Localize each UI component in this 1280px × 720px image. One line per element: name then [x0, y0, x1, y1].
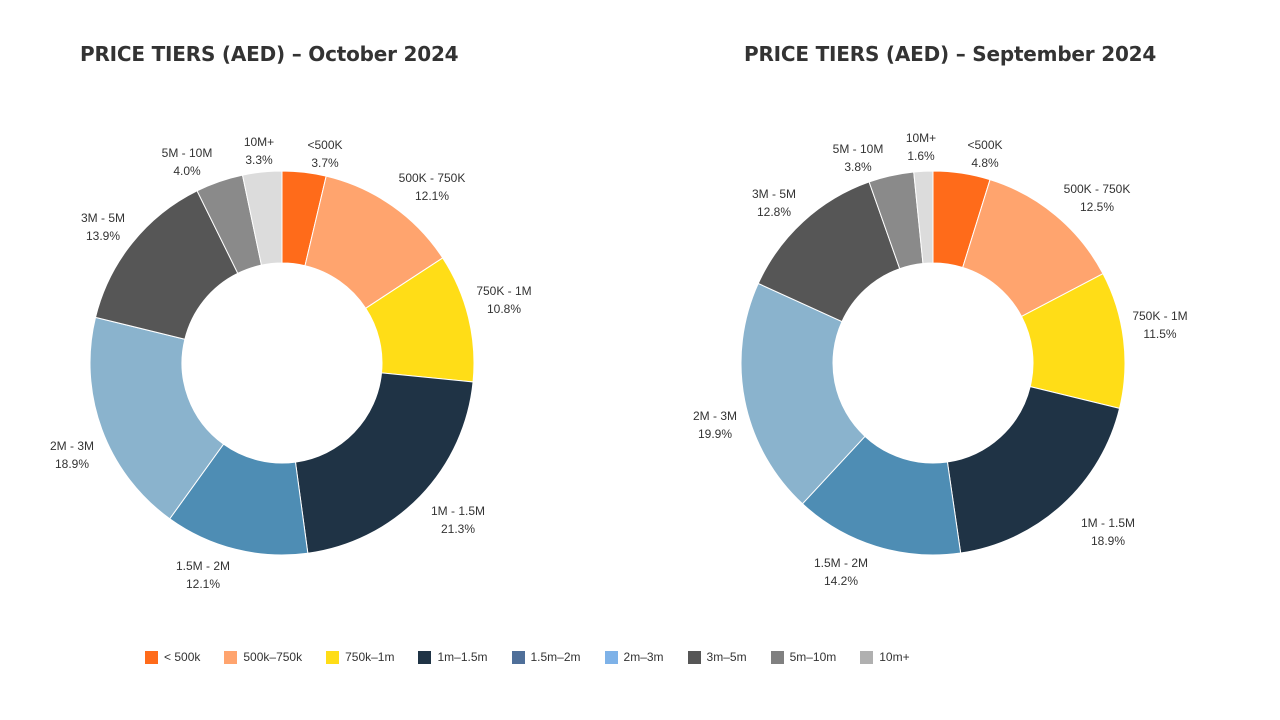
slice-label-september-7: 5M - 10M 3.8%	[833, 142, 884, 174]
legend: < 500k 500k–750k 750k–1m 1m–1.5m 1.5m–2m 2m–3…	[145, 650, 934, 664]
slice-label-september-4: 1.5M - 2M 14.2%	[814, 556, 868, 588]
legend-item-8[interactable]: 10m+	[860, 650, 910, 664]
donut-charts: <500K 3.7% 500K - 750K 12.1% 750K - 1M 10.8% 1…	[50, 131, 1188, 591]
legend-swatch	[860, 650, 874, 664]
legend-label: 3m–5m	[706, 650, 747, 664]
legend-item-0[interactable]: < 500k	[145, 650, 200, 664]
slice-october-5[interactable]	[89, 316, 225, 520]
slice-label-september-5: 2M - 3M 19.9%	[693, 409, 737, 441]
slice-label-september-0: <500K 4.8%	[967, 138, 1002, 170]
legend-label: < 500k	[164, 650, 201, 664]
legend-swatch	[326, 650, 340, 664]
legend-item-5[interactable]: 2m–3m	[604, 650, 664, 664]
slice-label-october-1: 500K - 750K 12.1%	[399, 171, 466, 203]
slice-label-october-4: 1.5M - 2M 12.1%	[176, 559, 230, 591]
donut-september: <500K 4.8% 500K - 750K 12.5% 750K - 1M 11.5% 1…	[693, 131, 1188, 588]
legend-item-2[interactable]: 750k–1m	[326, 650, 394, 664]
slice-label-september-1: 500K - 750K 12.5%	[1064, 182, 1131, 214]
slice-october-8[interactable]	[241, 170, 283, 266]
chart-title-october: PRICE TIERS (AED) – October 2024	[80, 42, 459, 66]
slice-label-october-3: 1M - 1.5M 21.3%	[431, 504, 485, 536]
slice-label-september-6: 3M - 5M 12.8%	[752, 187, 796, 219]
slice-label-october-6: 3M - 5M 13.9%	[81, 211, 125, 243]
slice-september-8[interactable]	[913, 170, 934, 265]
legend-swatch	[145, 650, 158, 664]
donut-october: <500K 3.7% 500K - 750K 12.1% 750K - 1M 10.8% 1…	[50, 135, 532, 591]
legend-swatch	[511, 650, 525, 664]
chart-title-september: PRICE TIERS (AED) – September 2024	[744, 42, 1157, 66]
slice-september-3[interactable]	[946, 386, 1121, 554]
slice-label-october-0: <500K 3.7%	[307, 138, 342, 170]
legend-swatch	[604, 650, 618, 664]
legend-item-6[interactable]: 3m–5m	[687, 650, 747, 664]
legend-item-7[interactable]: 5m–10m	[770, 650, 837, 664]
slice-label-october-2: 750K - 1M 10.8%	[476, 284, 531, 316]
slice-label-september-2: 750K - 1M 11.5%	[1132, 309, 1187, 341]
legend-item-4[interactable]: 1.5m–2m	[511, 650, 581, 664]
legend-label: 5m–10m	[789, 650, 837, 664]
legend-swatch	[418, 650, 432, 664]
legend-swatch	[770, 650, 784, 664]
legend-label: 2m–3m	[623, 650, 664, 664]
legend-item-3[interactable]: 1m–1.5m	[418, 650, 488, 664]
legend-label: 10m+	[879, 650, 910, 664]
slice-label-october-5: 2M - 3M 18.9%	[50, 439, 94, 471]
slice-september-5[interactable]	[740, 282, 866, 505]
slice-label-october-8: 10M+ 3.3%	[244, 135, 274, 167]
slice-label-september-8: 10M+ 1.6%	[906, 131, 936, 163]
legend-label: 500k–750k	[243, 650, 303, 664]
legend-item-1[interactable]: 500k–750k	[224, 650, 302, 664]
legend-swatch	[687, 650, 701, 664]
slice-october-3[interactable]	[294, 372, 474, 554]
legend-label: 1.5m–2m	[530, 650, 581, 664]
legend-label: 1m–1.5m	[437, 650, 488, 664]
legend-swatch	[224, 650, 238, 664]
slice-label-october-7: 5M - 10M 4.0%	[162, 146, 213, 178]
slice-label-september-3: 1M - 1.5M 18.9%	[1081, 516, 1135, 548]
legend-label: 750k–1m	[345, 650, 395, 664]
